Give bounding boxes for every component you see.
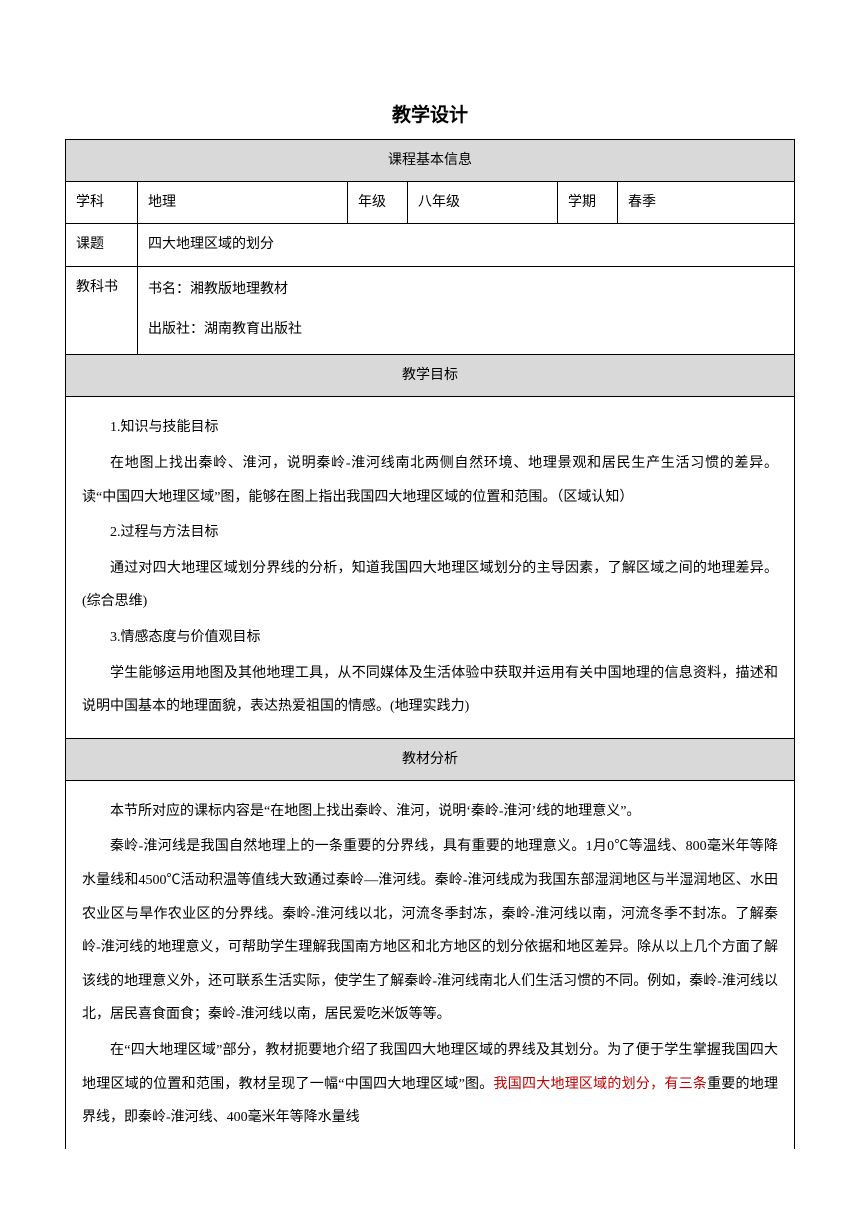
highlight-text: 我国四大地理区域的划分，有三条 [494,1077,708,1092]
textbook-row: 教科书 书名：湘教版地理教材 出版社：湖南教育出版社 [66,266,795,355]
analysis-paragraph: 秦岭-淮河线是我国自然地理上的一条重要的分界线，具有重要的地理意义。1月0℃等温… [82,830,778,1032]
objective-item: 通过对四大地理区域划分界线的分析，知道我国四大地理区域划分的主导因素，了解区域之… [82,552,778,619]
subject-label: 学科 [66,182,138,224]
subject-row: 学科 地理 年级 八年级 学期 春季 [66,182,795,224]
objective-item: 1.知识与技能目标 [82,411,778,445]
lesson-plan-table: 课程基本信息 学科 地理 年级 八年级 学期 春季 课题 四大地理区域的划分 教… [65,139,795,1149]
page-title: 教学设计 [65,100,795,127]
objective-item: 2.过程与方法目标 [82,516,778,550]
analysis-paragraph: 在“四大地理区域”部分，教材扼要地介绍了我国四大地理区域的界线及其划分。为了便于… [82,1034,778,1135]
topic-label: 课题 [66,224,138,266]
grade-label: 年级 [348,182,408,224]
publisher: 出版社：湖南教育出版社 [148,315,784,346]
semester-label: 学期 [558,182,618,224]
topic-value: 四大地理区域的划分 [138,224,795,266]
objective-item: 3.情感态度与价值观目标 [82,621,778,655]
topic-row: 课题 四大地理区域的划分 [66,224,795,266]
book-name: 书名：湘教版地理教材 [148,275,784,306]
textbook-content: 书名：湘教版地理教材 出版社：湖南教育出版社 [138,266,795,355]
objectives-content: 1.知识与技能目标 在地图上找出秦岭、淮河，说明秦岭-淮河线南北两侧自然环境、地… [66,397,795,738]
basic-info-header: 课程基本信息 [66,140,795,182]
textbook-label: 教科书 [66,266,138,355]
objectives-header: 教学目标 [66,355,795,397]
grade-value: 八年级 [408,182,558,224]
analysis-paragraph: 本节所对应的课标内容是“在地图上找出秦岭、淮河，说明‘秦岭-淮河’线的地理意义”… [82,795,778,829]
objective-item: 学生能够运用地图及其他地理工具，从不同媒体及生活体验中获取并运用有关中国地理的信… [82,657,778,724]
subject-value: 地理 [138,182,348,224]
semester-value: 春季 [618,182,795,224]
analysis-header: 教材分析 [66,738,795,780]
analysis-content: 本节所对应的课标内容是“在地图上找出秦岭、淮河，说明‘秦岭-淮河’线的地理意义”… [66,780,795,1148]
objective-item: 在地图上找出秦岭、淮河，说明秦岭-淮河线南北两侧自然环境、地理景观和居民生产生活… [82,447,778,514]
